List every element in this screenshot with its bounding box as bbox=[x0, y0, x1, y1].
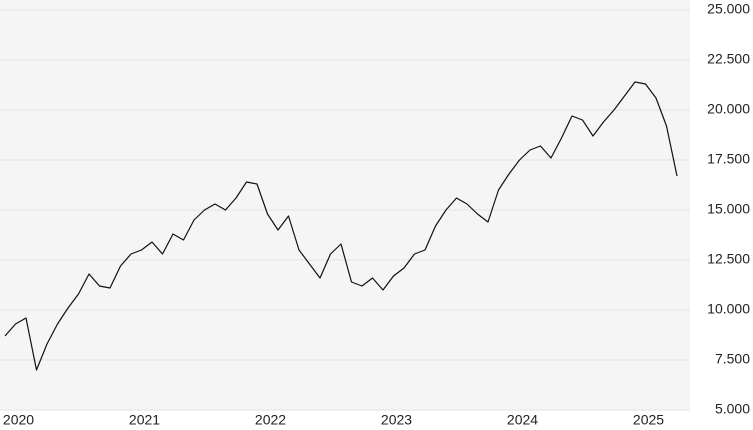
y-tick-label: 7.500 bbox=[715, 351, 750, 367]
y-tick-label: 20.000 bbox=[707, 101, 750, 117]
y-tick-label: 15.000 bbox=[707, 201, 750, 217]
x-tick-label: 2021 bbox=[129, 412, 160, 428]
y-tick-label: 25.000 bbox=[707, 1, 750, 17]
y-tick-label: 17.500 bbox=[707, 151, 750, 167]
y-tick-label: 22.500 bbox=[707, 51, 750, 67]
line-series bbox=[4, 81, 678, 371]
x-tick-label: 2020 bbox=[3, 412, 34, 428]
x-tick-label: 2023 bbox=[381, 412, 412, 428]
x-tick-label: 2024 bbox=[507, 412, 538, 428]
x-tick-label: 2025 bbox=[633, 412, 664, 428]
y-tick-label: 10.000 bbox=[707, 301, 750, 317]
plot-area bbox=[0, 0, 690, 410]
x-tick-label: 2022 bbox=[255, 412, 286, 428]
y-tick-label: 5.000 bbox=[715, 401, 750, 417]
y-tick-label: 12.500 bbox=[707, 251, 750, 267]
